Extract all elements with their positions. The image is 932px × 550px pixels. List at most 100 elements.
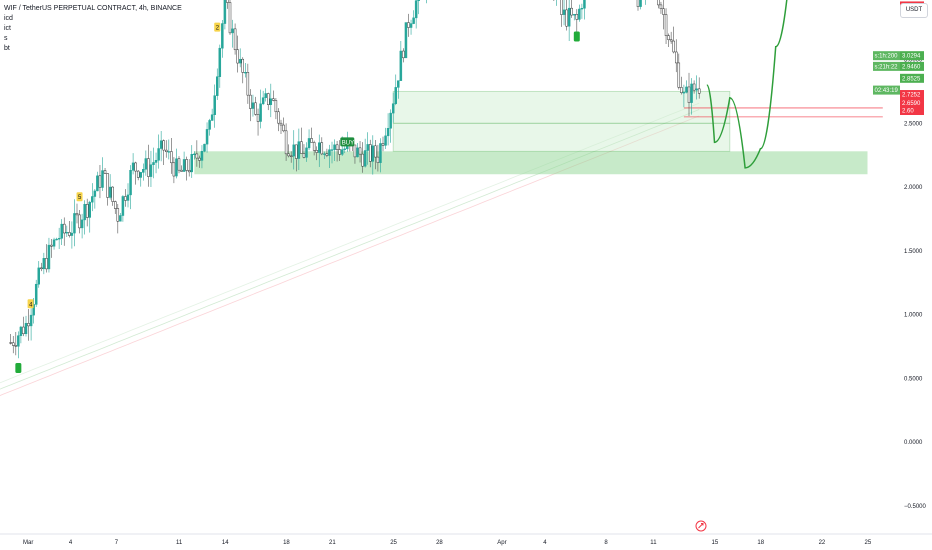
- candle-body: [42, 258, 46, 270]
- candle-body: [203, 143, 206, 152]
- candle-body: [75, 213, 79, 216]
- price-tag-text: 2.9460: [902, 64, 921, 70]
- candle-body: [12, 342, 15, 346]
- candle-body: [165, 149, 168, 152]
- time-axis[interactable]: Mar 4 7 11 14 18 21 25 28 Apr 4 8 11 15 18 22 25: [23, 540, 872, 546]
- candle-body: [223, 0, 227, 24]
- indicator-ict[interactable]: ict: [4, 25, 11, 32]
- label-tag-text: s:1h:200: [875, 54, 899, 60]
- candle-body: [695, 88, 698, 91]
- candle-body: [297, 141, 301, 159]
- currency-button[interactable]: USDT: [900, 3, 928, 18]
- indicator-icd[interactable]: icd: [4, 15, 13, 22]
- candle-body: [111, 186, 114, 202]
- price-tag-box: [900, 98, 924, 108]
- candle-body: [417, 0, 420, 1]
- candle-body: [333, 144, 336, 150]
- candle-body: [139, 172, 142, 178]
- candle-body: [9, 342, 12, 344]
- y-tick-label: 0.5000: [904, 376, 923, 382]
- x-tick-label: 8: [604, 540, 608, 546]
- candle-body: [394, 87, 397, 104]
- indicator-bt[interactable]: bt: [4, 45, 10, 52]
- candle-body: [241, 58, 244, 73]
- candle-body: [300, 141, 303, 154]
- y-tick-label: −0.5000: [904, 504, 927, 510]
- logo-icon[interactable]: [695, 520, 707, 532]
- candle-body: [91, 196, 94, 203]
- y-tick-label: 0.0000: [904, 440, 923, 446]
- mark-signal-box: [76, 192, 83, 202]
- candle-body: [98, 175, 102, 188]
- candle-body: [305, 147, 308, 158]
- candle-body: [282, 124, 285, 132]
- candle-body: [371, 145, 375, 162]
- candle-body: [80, 219, 84, 229]
- candle-body: [233, 28, 237, 51]
- candle-body: [374, 145, 377, 158]
- candle-body: [391, 103, 395, 114]
- candle-body: [147, 158, 150, 177]
- candle-body: [369, 144, 372, 162]
- candle-body: [570, 7, 573, 16]
- candle-body: [162, 140, 165, 151]
- candle-body: [397, 80, 400, 88]
- mark-signal-box: [27, 299, 34, 309]
- label-tag-box: [873, 61, 900, 71]
- candle-body: [583, 0, 586, 9]
- candle-body: [320, 142, 324, 155]
- x-tick-label: 18: [757, 540, 764, 546]
- candle-body: [264, 93, 267, 98]
- candle-body: [639, 0, 642, 7]
- candle-body: [386, 128, 390, 137]
- x-tick-label: 4: [543, 540, 547, 546]
- y-tick-label: 2.0000: [904, 185, 923, 191]
- x-tick-label: 25: [865, 540, 872, 546]
- indicator-s[interactable]: s: [4, 35, 8, 42]
- x-tick-label: 14: [222, 540, 229, 546]
- candle-body: [195, 153, 199, 159]
- x-tick-label: 11: [176, 540, 183, 546]
- chart-title: WIF / TetherUS PERPETUAL CONTRACT, 4h, B…: [4, 5, 182, 12]
- candle-body: [68, 232, 71, 236]
- candle-body: [302, 153, 306, 158]
- candle-body: [167, 151, 171, 153]
- candle-body: [236, 49, 239, 64]
- candle-body: [267, 93, 270, 105]
- candle-body: [216, 76, 219, 96]
- mark-signal: 5: [76, 192, 83, 202]
- candle-body: [159, 140, 163, 149]
- candle-body: [52, 239, 56, 247]
- candle-body: [389, 112, 392, 129]
- long-signal-marker: [573, 31, 580, 42]
- candle-body: [664, 14, 668, 36]
- y-tick-label: 1.5000: [904, 249, 923, 255]
- candle-body: [685, 86, 688, 93]
- candle-body: [310, 138, 313, 143]
- label-tag-box: [873, 85, 900, 95]
- price-tag: 2.60: [900, 106, 924, 115]
- candle-body: [32, 304, 35, 316]
- candle-body: [19, 326, 23, 336]
- price-axis[interactable]: 6.50006.00005.50005.00004.50004.00003.50…: [904, 0, 927, 550]
- candles: [9, 0, 701, 359]
- candle-body: [667, 35, 670, 40]
- candle-body: [96, 175, 99, 192]
- price-tags: 3.423.02942.94602.85252.72522.65902.60s:…: [873, 1, 924, 115]
- candle-body: [131, 162, 135, 171]
- candle-body: [323, 153, 326, 155]
- candle-body: [675, 51, 678, 64]
- candle-body: [14, 345, 18, 347]
- label-tag-box: [873, 51, 900, 61]
- candle-body: [575, 14, 579, 20]
- candle-body: [562, 9, 566, 15]
- candle-body: [119, 215, 122, 222]
- candle-body: [200, 151, 204, 161]
- candle-body: [172, 162, 176, 177]
- candle-body: [343, 148, 346, 150]
- candle-body: [366, 144, 369, 151]
- candle-body: [103, 170, 107, 174]
- candle-body: [70, 232, 74, 236]
- candle-body: [63, 223, 66, 234]
